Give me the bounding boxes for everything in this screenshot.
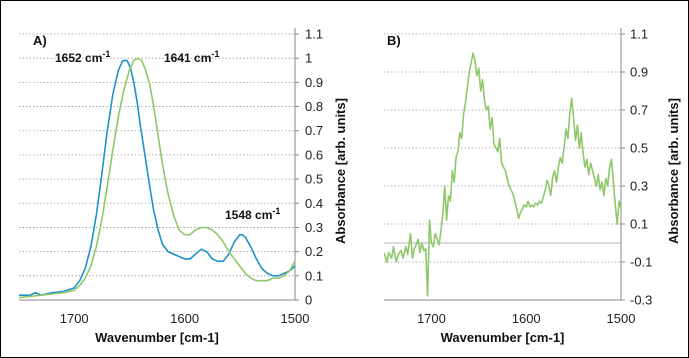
y-tick-label: 0.3 [305, 220, 323, 235]
y-tick-label: 0.1 [305, 268, 323, 283]
series-line-blue [19, 59, 296, 297]
y-tick-label: 1.1 [305, 27, 323, 42]
x-tick-label: 1700 [417, 311, 446, 326]
y-tick-label: -0.3 [630, 293, 652, 308]
panel-label: A) [33, 33, 47, 48]
peak-annotation: 1641 cm-1 [164, 49, 219, 65]
x-axis-title: Wavenumber [cm-1] [95, 330, 219, 345]
y-tick-label: 0.3 [630, 179, 648, 194]
y-tick-label: 0.5 [305, 172, 323, 187]
y-tick-label: 1 [305, 51, 312, 66]
y-tick-label: 0.1 [630, 217, 648, 232]
y-tick-label: -0.1 [630, 255, 652, 270]
peak-annotation: 1652 cm-1 [55, 49, 110, 65]
peak-annotation-text: 1652 cm [55, 51, 102, 65]
y-tick-label: 0.7 [305, 123, 323, 138]
y-tick-label: 0.9 [305, 75, 323, 90]
x-tick-label: 1600 [170, 311, 199, 326]
y-tick-label: 0.9 [630, 65, 648, 80]
y-tick-label: 0.7 [630, 103, 648, 118]
y-axis-title: Absorbance [arb. units] [333, 98, 348, 244]
y-tick-label: 0 [305, 293, 312, 308]
series-line-green [19, 57, 296, 299]
peak-annotation: 1548 cm-1 [225, 206, 280, 222]
y-tick-label: 1.1 [630, 27, 648, 42]
y-axis-title: Absorbance [arb. units] [666, 98, 681, 244]
peak-annotation-superscript: -1 [272, 206, 280, 216]
series-line-green [384, 52, 622, 298]
chart-panel-a: 0 0.1 0.2 0.3 0.4 0.5 0.6 0.7 0.8 0.9 1 1.1 1700 1600… [19, 27, 348, 345]
peak-annotation-superscript: -1 [102, 49, 110, 59]
peak-annotation-superscript: -1 [211, 49, 219, 59]
x-tick-label: 1700 [60, 311, 89, 326]
y-tick-label: 0.6 [305, 147, 323, 162]
y-tick-label: 0.2 [305, 244, 323, 259]
peak-annotation-text: 1641 cm [164, 51, 211, 65]
y-tick-label: 0.4 [305, 196, 323, 211]
x-axis-title: Wavenumber [cm-1] [441, 330, 565, 345]
peak-annotation-text: 1548 cm [225, 208, 272, 222]
x-tick-label: 1500 [607, 311, 636, 326]
chart-panel-b: -0.3 -0.1 0.1 0.3 0.5 0.7 0.9 1.1 1700 1600 1500 Wa… [384, 27, 681, 345]
x-tick-label: 1600 [512, 311, 541, 326]
y-tick-label: 0.8 [305, 99, 323, 114]
x-tick-label: 1500 [281, 311, 310, 326]
panel-label: B) [387, 33, 401, 48]
y-tick-label: 0.5 [630, 141, 648, 156]
